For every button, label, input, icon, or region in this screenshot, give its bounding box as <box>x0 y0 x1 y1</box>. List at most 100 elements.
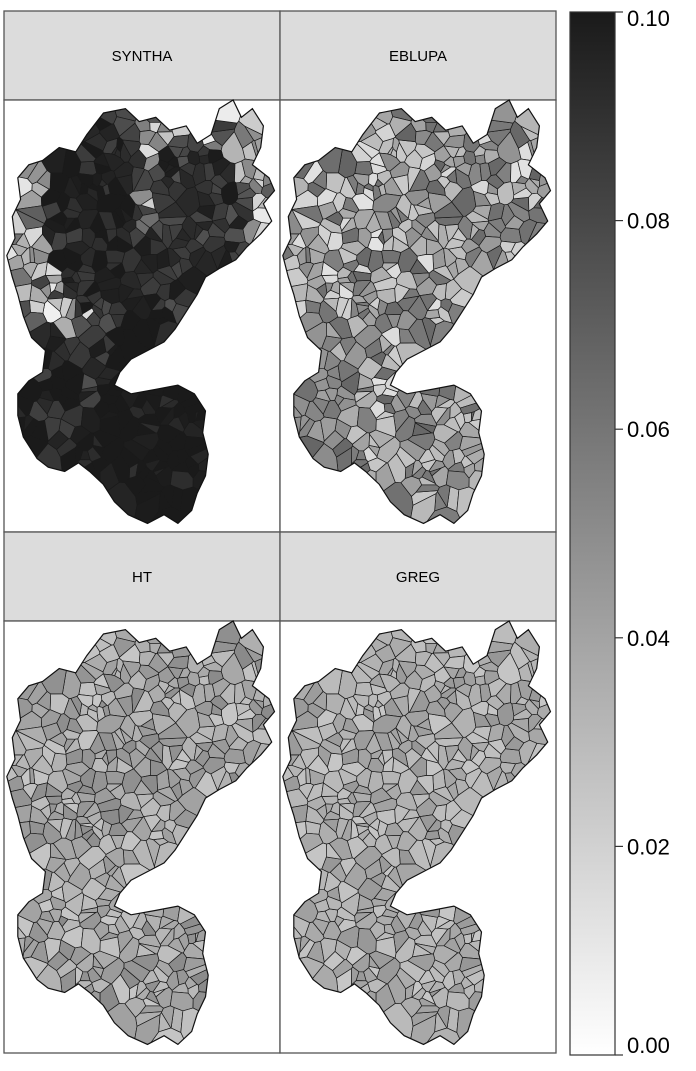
map-region <box>29 246 36 263</box>
map-region <box>150 238 168 255</box>
map-region <box>329 862 347 883</box>
map-region <box>415 484 440 493</box>
map-region <box>70 174 83 196</box>
map-region <box>445 991 470 1012</box>
map-region <box>499 227 522 244</box>
map-region <box>187 671 201 687</box>
map-region <box>357 877 383 901</box>
map-region <box>42 744 56 768</box>
panel-title: GREG <box>396 569 440 586</box>
map-region <box>362 831 377 848</box>
map-region <box>193 744 204 762</box>
map-region <box>168 952 187 972</box>
map-region <box>53 341 71 362</box>
map-region <box>81 373 98 390</box>
map-region <box>404 149 423 170</box>
map-region <box>105 908 123 918</box>
map-region <box>415 1005 440 1014</box>
map-region <box>105 387 123 397</box>
map-region <box>169 991 194 1012</box>
map-region <box>315 803 328 821</box>
map-region <box>158 666 176 684</box>
map-region <box>356 303 369 315</box>
map-region <box>379 152 401 172</box>
map-region <box>70 695 83 717</box>
map-region <box>103 152 125 172</box>
map-region <box>416 196 432 210</box>
map-region <box>221 181 239 206</box>
map-region <box>375 123 396 142</box>
map-region <box>148 830 165 840</box>
map-region <box>341 738 357 755</box>
map-region <box>497 702 515 727</box>
map-region <box>43 739 67 755</box>
map-region <box>416 717 432 731</box>
panel-ht: HT <box>3 531 281 1054</box>
map-region <box>379 673 401 693</box>
map-region <box>99 644 120 663</box>
map-region <box>478 236 502 254</box>
map-region <box>99 123 120 142</box>
map-region <box>169 470 194 491</box>
map-region <box>78 681 98 697</box>
map-region <box>178 411 190 431</box>
map-region <box>153 988 166 998</box>
map-region <box>368 172 379 187</box>
map-region <box>96 797 122 813</box>
map-region <box>440 166 457 178</box>
map-region <box>354 912 374 924</box>
map-region <box>168 431 187 451</box>
map-region <box>76 791 96 803</box>
map-region <box>389 682 410 700</box>
map-region <box>193 223 204 241</box>
color-scale-legend: 0.00 0.02 0.04 0.06 0.08 0.10 <box>569 6 670 1058</box>
map-region <box>81 877 107 901</box>
map-region <box>140 717 156 731</box>
map-region <box>178 932 190 952</box>
color-bar <box>569 11 616 1056</box>
map-region <box>179 778 194 796</box>
map-region <box>429 988 442 998</box>
map-region <box>78 391 98 403</box>
map-region <box>320 416 338 442</box>
map-region <box>49 374 67 390</box>
map-region <box>351 966 360 986</box>
map-region <box>455 257 470 275</box>
map-region <box>131 493 161 524</box>
map-region <box>390 206 403 225</box>
map-region <box>425 179 446 196</box>
map-region <box>149 179 170 196</box>
map-region <box>356 247 372 268</box>
map-region <box>86 708 99 723</box>
map-region <box>92 693 103 708</box>
color-bar-tick-label: 0.00 <box>627 1033 670 1058</box>
map-region <box>305 767 312 784</box>
map-region <box>80 303 93 315</box>
map-region <box>45 782 63 797</box>
map-region <box>252 713 267 733</box>
map-region <box>357 373 374 390</box>
map-region <box>335 817 350 839</box>
map-region <box>356 768 372 789</box>
map-region <box>81 894 98 911</box>
map-region <box>478 757 502 775</box>
map-region <box>150 759 168 776</box>
map-region <box>61 797 76 805</box>
map-region <box>379 334 393 353</box>
map-region <box>499 748 522 765</box>
map-region <box>424 830 441 840</box>
map-region <box>59 817 74 839</box>
panel-eblupa: EBLUPA <box>279 10 557 533</box>
map-region <box>139 212 160 229</box>
panel-syntha: SYNTHA <box>3 10 281 533</box>
map-region <box>113 682 134 700</box>
map-region <box>139 1005 164 1014</box>
map-region <box>381 387 399 397</box>
map-region <box>346 174 359 196</box>
map-region <box>419 293 438 312</box>
map-region <box>354 391 374 403</box>
map-region <box>321 782 339 797</box>
map-region <box>44 416 62 442</box>
map-region <box>318 223 332 247</box>
